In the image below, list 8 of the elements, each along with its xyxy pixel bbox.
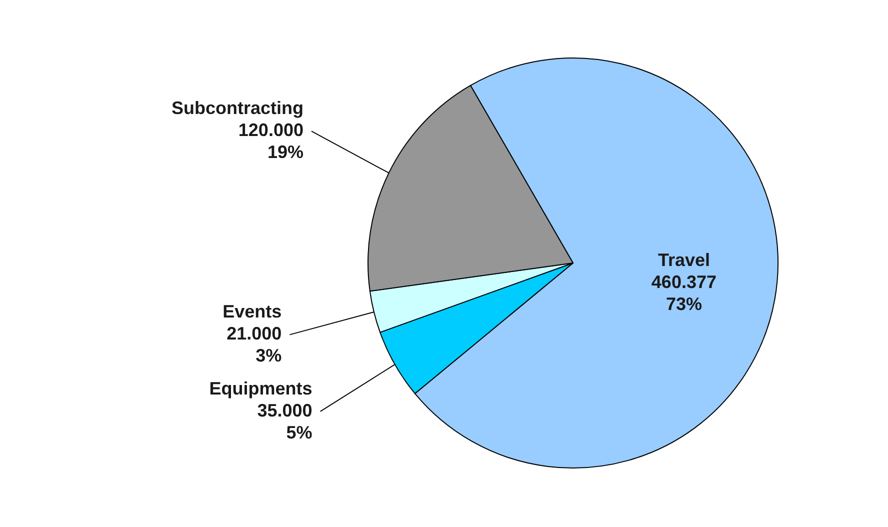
slice-label: Events [222, 301, 282, 322]
data-label: 35.000 5% [257, 400, 312, 442]
data-label: 460.377 73% [651, 272, 716, 314]
slice-label: Travel [658, 250, 710, 270]
slice-label: Equipments [209, 378, 312, 398]
data-label: 21.000 3% [226, 323, 282, 366]
slice-label: Subcontracting [171, 98, 304, 118]
data-label: 120.000 19% [238, 120, 304, 162]
